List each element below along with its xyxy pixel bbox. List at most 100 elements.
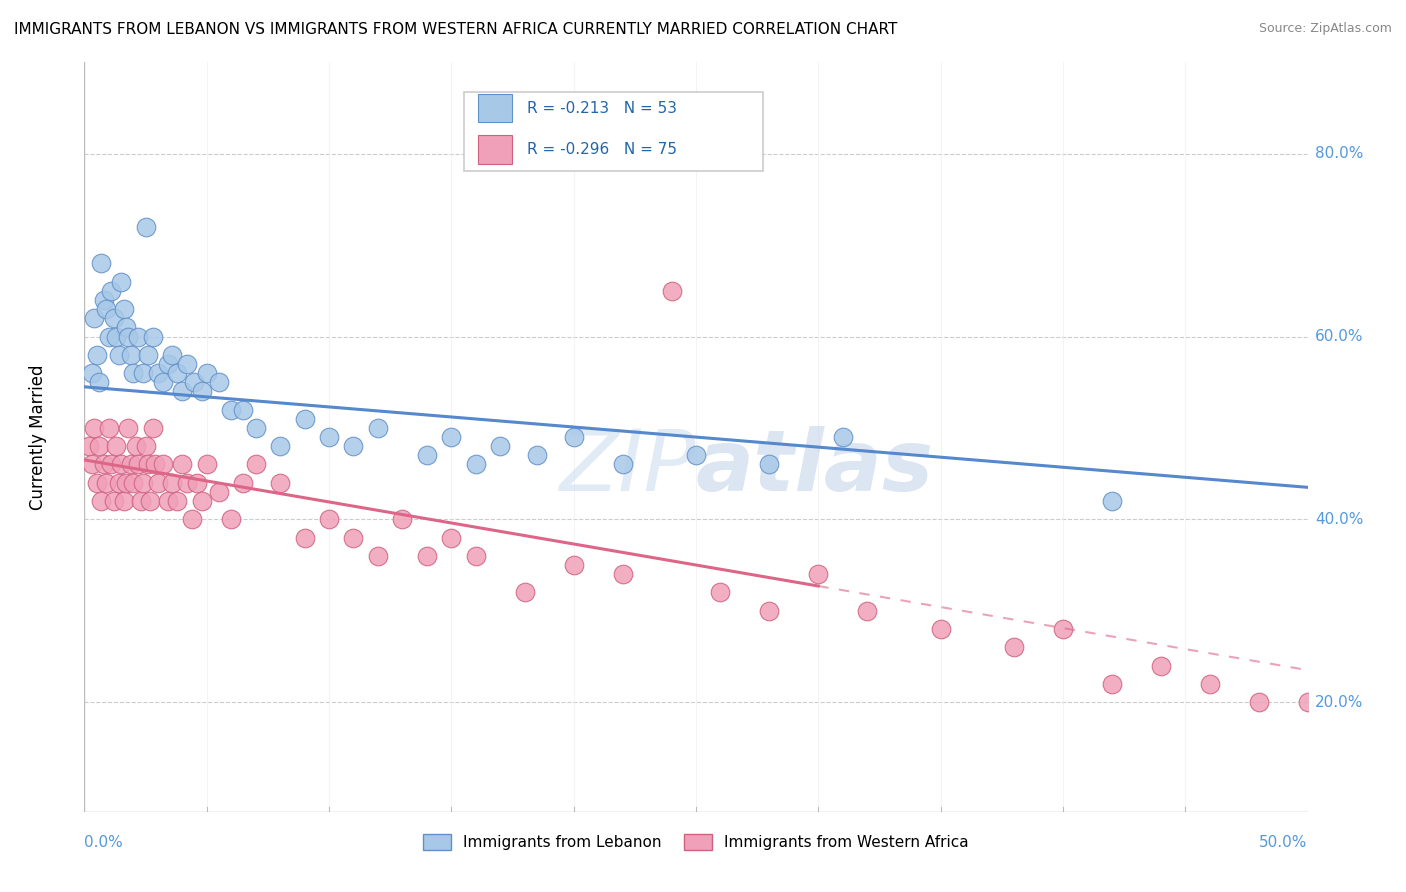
Point	[132, 475, 155, 490]
Point	[856, 604, 879, 618]
Point	[100, 284, 122, 298]
Point	[120, 458, 142, 472]
Point	[195, 366, 218, 380]
Point	[489, 439, 512, 453]
Point	[97, 421, 120, 435]
Point	[416, 448, 439, 462]
Point	[97, 329, 120, 343]
Point	[342, 439, 364, 453]
Text: 40.0%: 40.0%	[1315, 512, 1364, 527]
Point	[146, 366, 169, 380]
Point	[139, 494, 162, 508]
Text: Currently Married: Currently Married	[30, 364, 46, 510]
Point	[143, 458, 166, 472]
Point	[142, 421, 165, 435]
Point	[464, 458, 486, 472]
Point	[186, 475, 208, 490]
Point	[208, 376, 231, 390]
Point	[110, 458, 132, 472]
Point	[367, 421, 389, 435]
Point	[440, 430, 463, 444]
Point	[112, 494, 135, 508]
Text: 80.0%: 80.0%	[1315, 146, 1364, 161]
Point	[166, 366, 188, 380]
Point	[208, 484, 231, 499]
Point	[562, 430, 585, 444]
Point	[90, 256, 112, 270]
Point	[219, 402, 242, 417]
Legend: Immigrants from Lebanon, Immigrants from Western Africa: Immigrants from Lebanon, Immigrants from…	[418, 828, 974, 856]
Point	[166, 494, 188, 508]
Point	[391, 512, 413, 526]
Point	[110, 275, 132, 289]
Point	[135, 219, 157, 234]
Point	[929, 622, 952, 636]
Point	[195, 458, 218, 472]
Point	[152, 376, 174, 390]
Point	[96, 302, 118, 317]
Point	[146, 475, 169, 490]
Text: 60.0%: 60.0%	[1315, 329, 1364, 344]
Point	[129, 494, 152, 508]
Point	[93, 458, 115, 472]
Point	[562, 558, 585, 572]
Point	[162, 348, 184, 362]
Point	[122, 366, 145, 380]
Point	[709, 585, 731, 599]
FancyBboxPatch shape	[478, 136, 513, 164]
Point	[86, 348, 108, 362]
Point	[1101, 494, 1123, 508]
Text: R = -0.213   N = 53: R = -0.213 N = 53	[527, 101, 678, 116]
Point	[105, 439, 128, 453]
Point	[416, 549, 439, 563]
Point	[464, 549, 486, 563]
Point	[135, 439, 157, 453]
Point	[127, 458, 149, 472]
Point	[1296, 695, 1319, 709]
Point	[176, 357, 198, 371]
FancyBboxPatch shape	[464, 93, 763, 171]
Point	[526, 448, 548, 462]
Point	[103, 494, 125, 508]
Point	[1247, 695, 1270, 709]
Point	[191, 384, 214, 399]
Point	[513, 585, 536, 599]
Point	[152, 458, 174, 472]
Point	[156, 494, 179, 508]
Text: ZIP: ZIP	[560, 425, 696, 508]
Point	[90, 494, 112, 508]
Point	[87, 439, 110, 453]
Point	[176, 475, 198, 490]
FancyBboxPatch shape	[478, 94, 513, 122]
Point	[1150, 658, 1173, 673]
Point	[115, 320, 138, 334]
Point	[122, 475, 145, 490]
Point	[136, 348, 159, 362]
Point	[1101, 677, 1123, 691]
Point	[132, 366, 155, 380]
Point	[125, 439, 148, 453]
Point	[758, 604, 780, 618]
Point	[661, 284, 683, 298]
Text: atlas: atlas	[696, 425, 934, 508]
Point	[1052, 622, 1074, 636]
Point	[80, 366, 103, 380]
Point	[232, 475, 254, 490]
Point	[294, 531, 316, 545]
Point	[107, 348, 129, 362]
Point	[172, 384, 194, 399]
Point	[1002, 640, 1025, 655]
Point	[103, 311, 125, 326]
Point	[1198, 677, 1220, 691]
Point	[162, 475, 184, 490]
Point	[367, 549, 389, 563]
Point	[156, 357, 179, 371]
Point	[440, 531, 463, 545]
Point	[142, 329, 165, 343]
Point	[136, 458, 159, 472]
Text: 50.0%: 50.0%	[1260, 835, 1308, 849]
Point	[269, 475, 291, 490]
Point	[93, 293, 115, 307]
Point	[120, 348, 142, 362]
Point	[612, 567, 634, 582]
